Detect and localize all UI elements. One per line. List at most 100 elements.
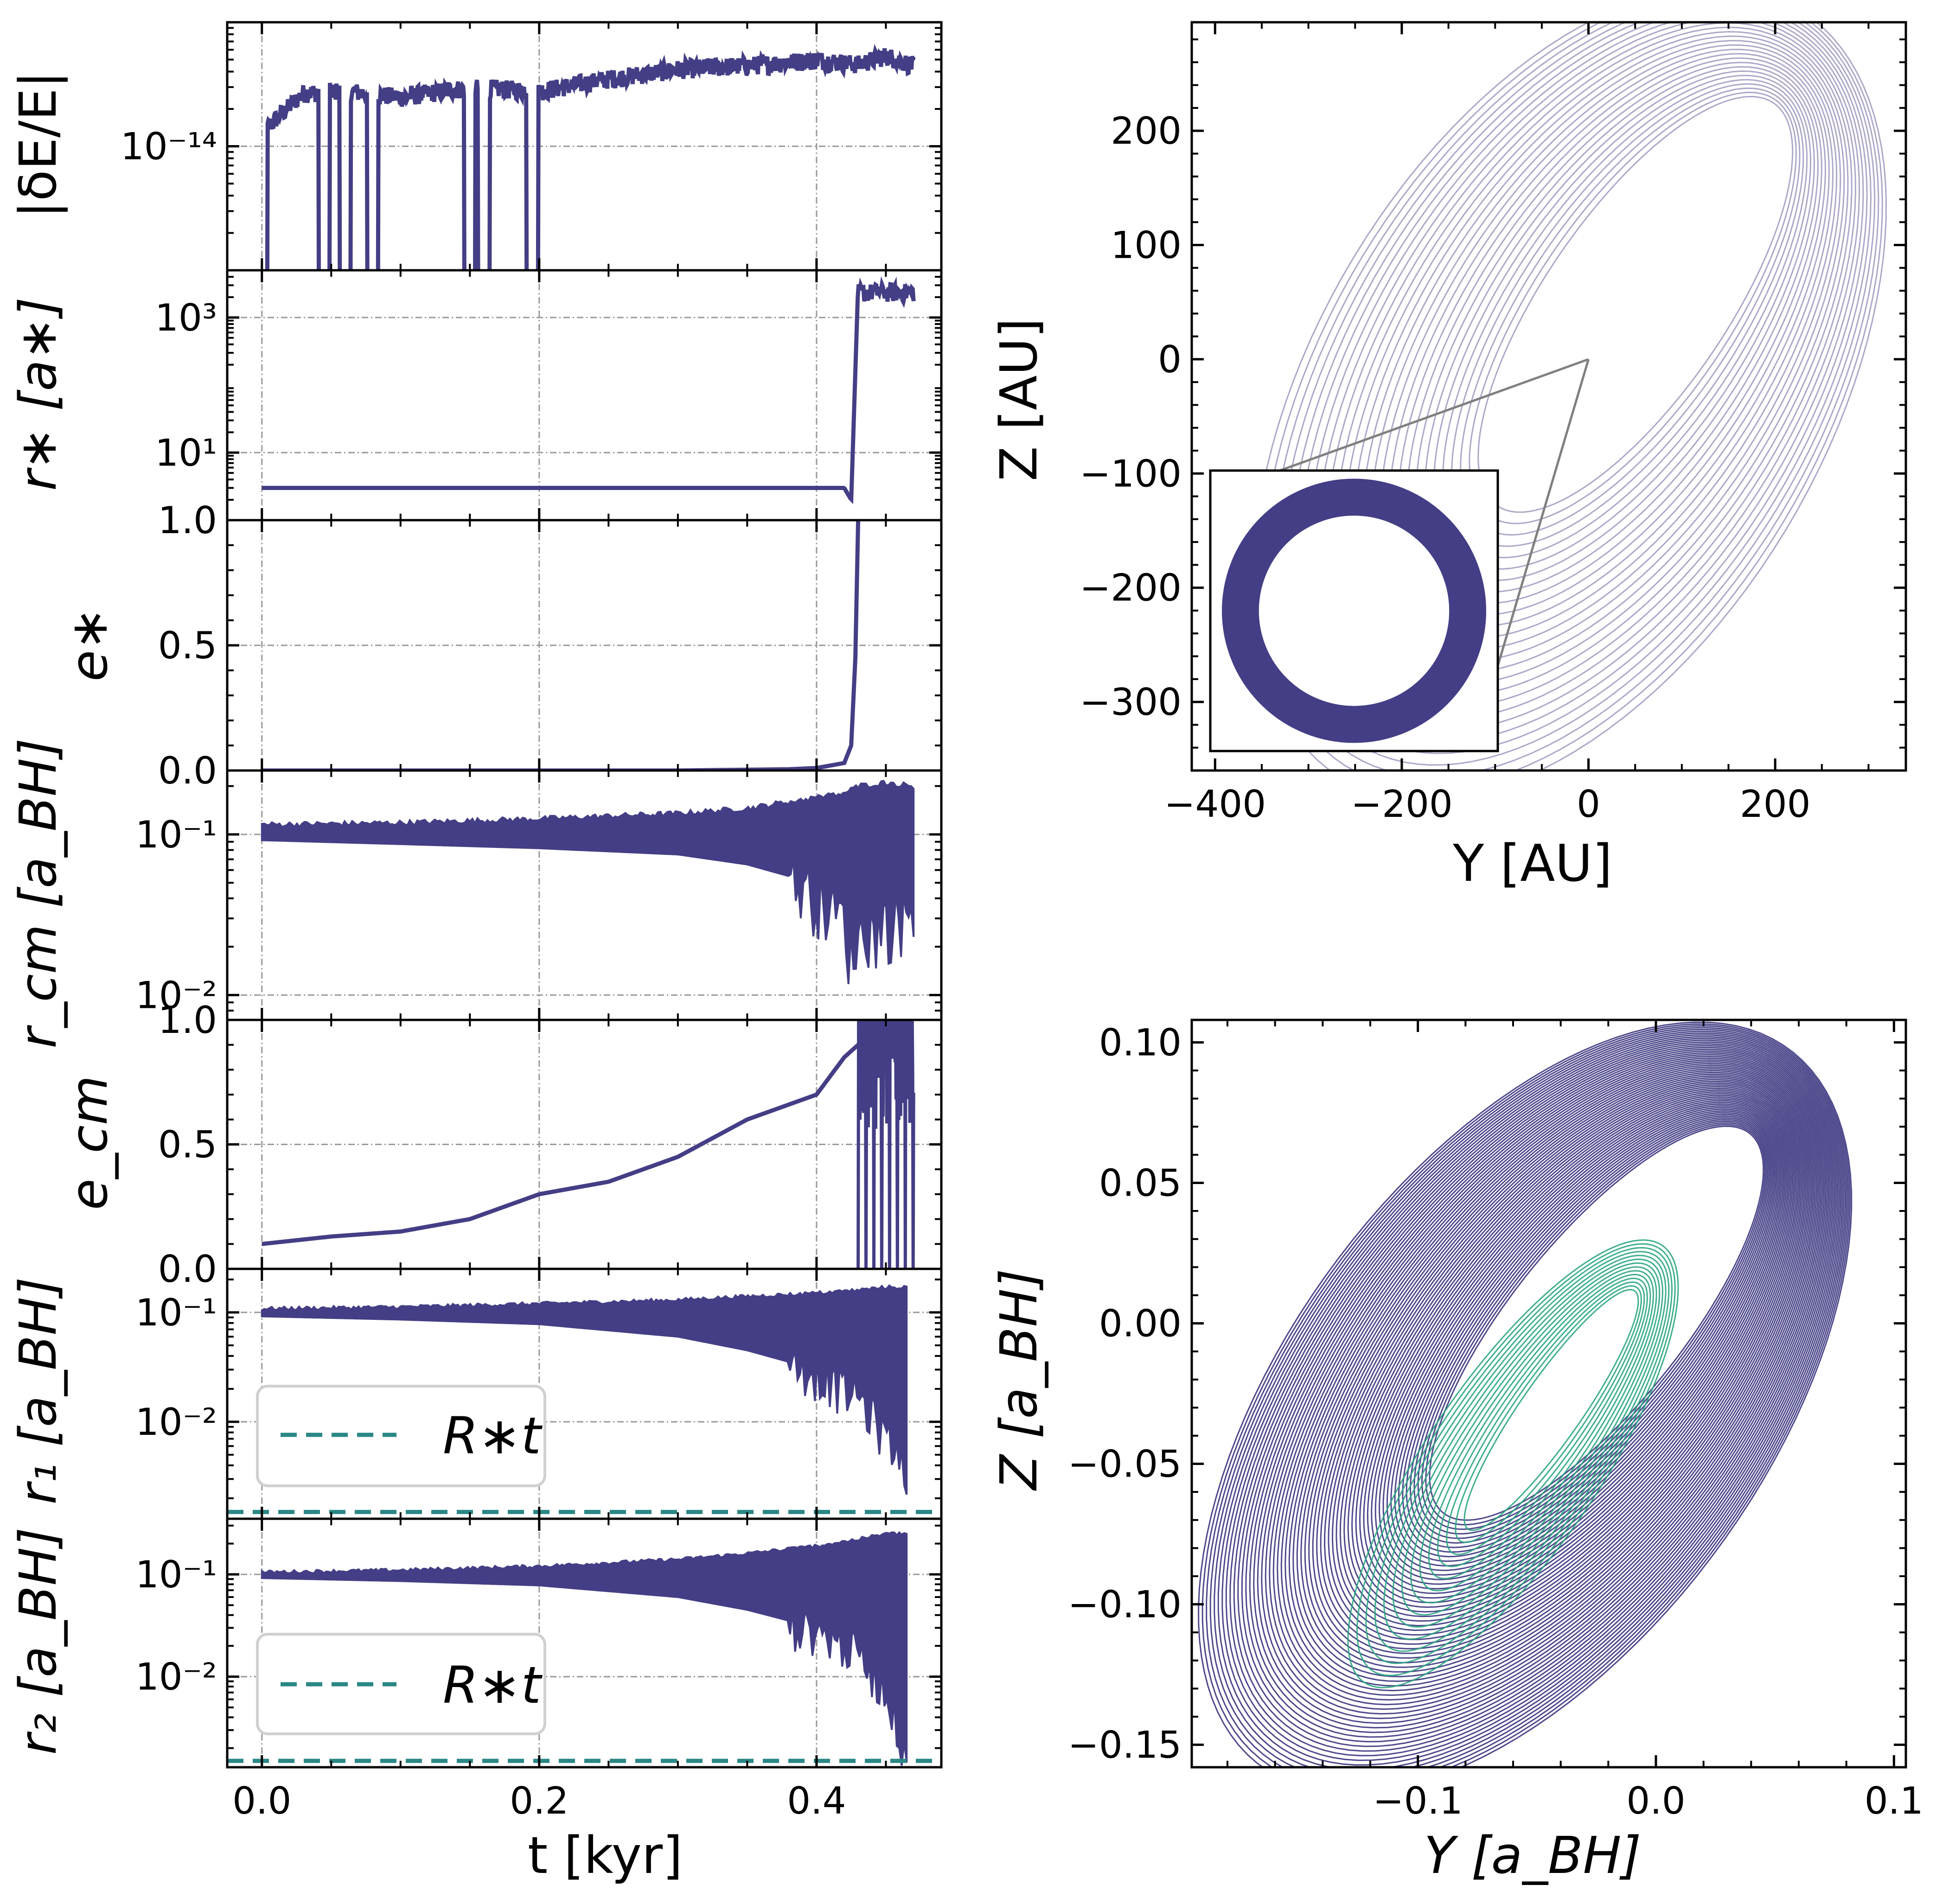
rstar-ytick-label: 1.0 <box>158 499 217 542</box>
estar-ytick-label: 0.5 <box>158 624 217 667</box>
orbitAU-xtick-label: −200 <box>1351 783 1453 826</box>
orbitBH-orbit-loop <box>1265 1052 1827 1715</box>
estar-ytick-label: 1.0 <box>158 499 217 542</box>
orbitBH-orbit-loop <box>1209 1027 1848 1767</box>
rcm-ytick-label: 10⁻¹ <box>135 813 217 856</box>
orbitBH-orbit-loop <box>1359 1095 1790 1604</box>
ecm-line <box>262 1043 860 1246</box>
orbitBH-orbit-loop <box>1221 1032 1843 1766</box>
orbitBH-orbit-loop <box>1257 1048 1830 1724</box>
orbitBH-ytick-label: −0.15 <box>1068 1724 1182 1767</box>
orbitBH-orbit-loop <box>1233 1038 1839 1752</box>
orbitBH-orbit-loop <box>1339 1086 1798 1627</box>
orbitBH-orbit-loop <box>1261 1050 1828 1719</box>
orbitBH-orbit-loop <box>1280 1059 1821 1696</box>
orbitBH-orbit-loop <box>1277 1057 1822 1701</box>
ylabel-ecm: e_cm <box>59 1076 119 1210</box>
orbitBH-orbit-loop <box>1312 1073 1808 1659</box>
orbitBH-inner-orbit-loop <box>1437 1277 1648 1567</box>
orbitBH-orbit-loop <box>1206 1025 1849 1767</box>
orbitBH-inner-orbit-loop <box>1392 1258 1663 1628</box>
legend-r2: R∗t <box>256 1633 546 1735</box>
orbitBH-inner-orbit-loop <box>1446 1281 1645 1555</box>
orbitAU-xtick-label: −400 <box>1164 783 1266 826</box>
orbitBH-inner-orbit-loop <box>1455 1285 1642 1543</box>
ylabel-orbit-bh: Z [a_BH] <box>989 1269 1048 1491</box>
r1-ytick-label: 10⁻¹ <box>135 1291 217 1334</box>
r2-band <box>261 1531 908 1766</box>
xlabel-orbit-au: Y [AU] <box>1452 834 1612 893</box>
orbitBH-orbit-loop <box>1425 1124 1766 1526</box>
rcm-series-group <box>261 779 915 984</box>
ylabel-dE: |δE/E| <box>8 71 68 218</box>
orbitBH-orbit-loop <box>1343 1088 1796 1622</box>
orbitBH-orbit-loop <box>1249 1044 1833 1733</box>
estar-ytick-label: 0.0 <box>158 749 217 792</box>
ecm-ytick-label: 0.5 <box>158 1123 217 1166</box>
ecm-tail <box>856 1020 915 1269</box>
orbitBH-orbit-loop <box>1316 1075 1807 1654</box>
ecm-ytick-label: 1.0 <box>158 999 217 1042</box>
orbitAU-ytick-label: −200 <box>1080 567 1182 610</box>
orbitBH-orbit-loop <box>1296 1066 1815 1678</box>
ylabel-rcm: r_cm [a_BH] <box>8 738 68 1048</box>
rstar-line <box>262 276 916 504</box>
orbitBH-orbit-loop <box>1363 1096 1789 1599</box>
orbitBH-orbit-loop <box>1386 1107 1780 1571</box>
orbitBH-orbit-loop <box>1288 1063 1817 1687</box>
orbitBH-inner-orbit-loop <box>1347 1239 1679 1688</box>
orbitAU-ytick-label: 200 <box>1111 109 1182 153</box>
orbitAU-ytick-label: 100 <box>1111 224 1182 267</box>
orbitBH-orbit-loop <box>1421 1122 1767 1530</box>
r2-ytick-label: 10⁻¹ <box>135 1553 217 1596</box>
ylabel-r1: r₁ [a_BH] <box>8 1277 68 1505</box>
orbitBH-orbit-loop <box>1214 1029 1846 1767</box>
data-layer <box>227 22 1887 1767</box>
orbitBH-orbit-loop <box>1351 1091 1794 1613</box>
rstar-ytick-label: 10³ <box>155 296 217 339</box>
orbitBH-orbit-loop <box>1409 1117 1771 1544</box>
orbitAU-orbit-loop <box>1460 87 1801 536</box>
orbitBH-orbit-loop <box>1379 1103 1783 1580</box>
orbitBH-orbit-loop <box>1217 1031 1845 1767</box>
orbitBH-orbit-loop <box>1300 1068 1813 1673</box>
r1-series-group <box>227 1284 941 1514</box>
orbitBH-inner-orbit-loop <box>1383 1254 1667 1640</box>
dE-series-group <box>265 44 916 270</box>
orbitAU-frame <box>1190 21 1907 772</box>
orbitBH-orbit-loop <box>1201 1023 1851 1767</box>
orbitBH-frame <box>1190 1019 1907 1769</box>
orbitBH-inner-orbit-loop <box>1463 1289 1639 1531</box>
orbitBH-orbit-loop <box>1367 1098 1788 1594</box>
orbitBH-orbit-loop <box>1347 1089 1795 1617</box>
orbitBH-orbit-loop <box>1241 1041 1836 1743</box>
orbitBH-orbit-loop <box>1304 1070 1811 1668</box>
orbitBH-orbit-loop <box>1374 1102 1785 1585</box>
orbitBH-orbit-loop <box>1335 1084 1800 1631</box>
orbitBH-orbit-loop <box>1284 1061 1819 1692</box>
orbitBH-orbit-loop <box>1237 1039 1837 1747</box>
orbitBH-ytick-label: 0.10 <box>1099 1021 1182 1064</box>
orbitBH-inner-orbit-loop <box>1428 1274 1651 1579</box>
inset-ring <box>1221 478 1486 743</box>
orbitBH-orbit-loop <box>1253 1046 1831 1729</box>
orbitBH-orbit-loop <box>1355 1093 1792 1608</box>
rstar-ytick-label: 10¹ <box>155 431 217 474</box>
orbitBH-ytick-label: 0.05 <box>1099 1161 1182 1204</box>
orbitBH-orbit-loop <box>1413 1119 1770 1539</box>
orbitBH-orbit-loop <box>1382 1105 1782 1576</box>
orbitBH-inner-orbit-loop <box>1356 1243 1676 1676</box>
inset-connector-bottom <box>1492 359 1590 682</box>
orbitAU-ytick-label: −100 <box>1080 452 1182 495</box>
orbitBH-ytick-label: −0.10 <box>1068 1583 1182 1626</box>
dE-ytick-label: 10⁻¹⁴ <box>121 125 217 168</box>
ylabel-rstar: r∗ [a∗] <box>8 297 68 491</box>
orbitAU-xtick-label: 200 <box>1740 783 1811 826</box>
r2-xtick-label: 0.2 <box>510 1779 569 1822</box>
legend-label-r2: R∗t <box>443 1656 543 1715</box>
orbitBH-orbit-loop <box>1324 1079 1804 1645</box>
tick-layer: 10⁻¹⁴1.010¹10³0.00.51.010⁻²10⁻¹0.00.51.0… <box>121 22 1923 1822</box>
orbitBH-xtick-label: −0.1 <box>1373 1779 1463 1822</box>
ylabel-r2: r₂ [a_BH] <box>8 1528 68 1755</box>
